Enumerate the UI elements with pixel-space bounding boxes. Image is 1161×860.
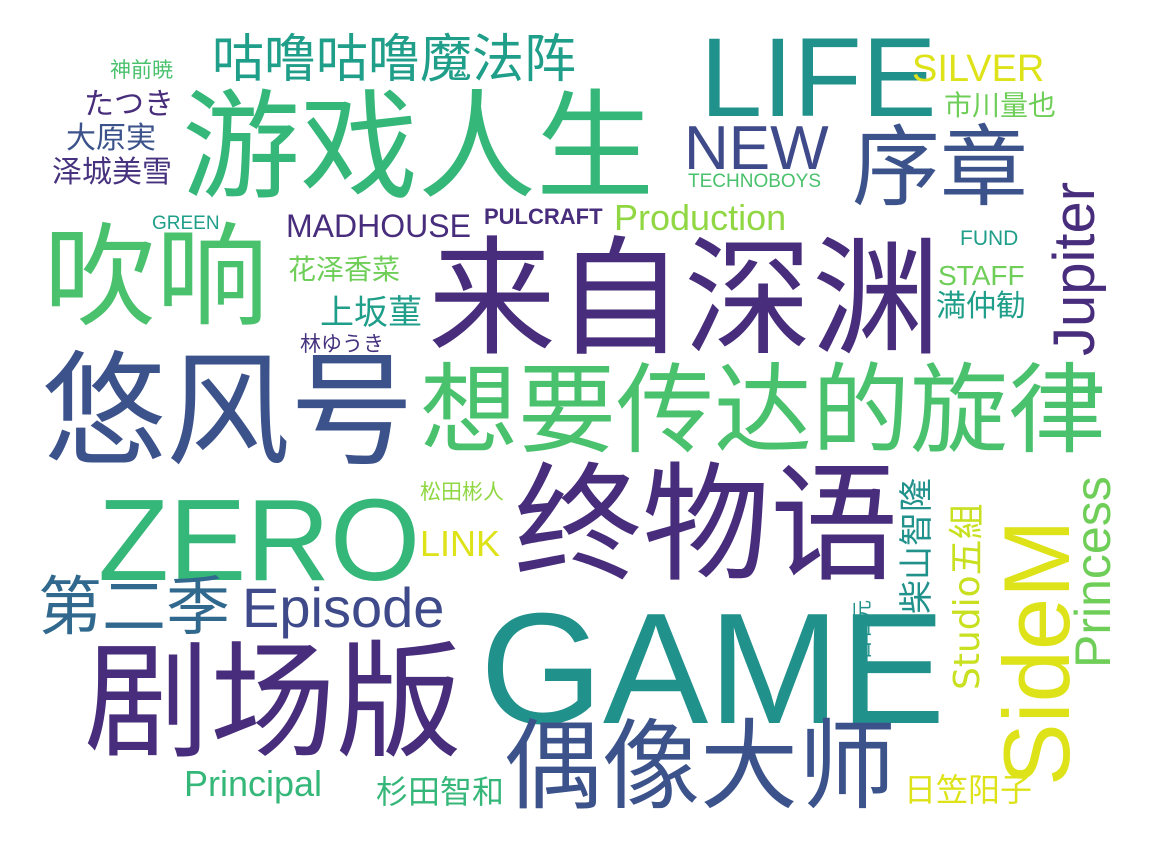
word-game: GAME	[480, 581, 946, 757]
word-zero: ZERO	[98, 475, 421, 605]
word-principal: Principal	[184, 763, 323, 804]
word-gulu: 咕噜咕噜魔法阵	[212, 30, 577, 90]
word-hikasa: 日笠阳子	[904, 771, 1033, 809]
word-oharaminoru: 大原実	[66, 121, 156, 156]
word-juchangban: 剧场版	[84, 629, 462, 776]
word-uesaka: 上坂菫	[320, 293, 422, 333]
word-kamimae: 神前暁	[110, 58, 173, 82]
word-new: NEW	[684, 114, 829, 183]
word-hanazawa: 花泽香菜	[288, 253, 401, 286]
word-technoboys: TECHNOBOYS	[688, 171, 822, 192]
word-link: LINK	[420, 523, 501, 564]
word-xiangyao: 想要传达的旋律	[420, 354, 1107, 468]
word-shibayama: 柴山智隆	[897, 478, 937, 614]
word-production: Production	[614, 197, 787, 238]
word-studio-gokumi: Studio五組	[947, 503, 988, 690]
word-youfenghao: 悠风号	[42, 340, 415, 484]
word-madhouse: MADHOUSE	[286, 208, 471, 244]
word-ichikawa: 市川量也	[944, 89, 1057, 122]
word-youxirensheng: 游戏人生	[182, 78, 655, 216]
word-ouxiangdashi: 偶像大师	[504, 710, 897, 824]
word-fund: FUND	[960, 227, 1019, 250]
word-silver: SILVER	[912, 48, 1045, 90]
word-sawashiro: 泽城美雪	[52, 155, 172, 190]
word-staff: STAFF	[938, 260, 1025, 291]
word-mitsunaka: 満仲勧	[936, 289, 1026, 324]
word-xuzhang: 序章	[852, 116, 1029, 219]
word-laizishenyuan: 来自深渊	[428, 225, 941, 374]
word-hayashi: 林ゆうき	[300, 332, 384, 356]
word-diersji: 第二季	[38, 571, 230, 645]
word-hyakuishi: 百石元	[850, 600, 874, 660]
word-chuixiang: 吹响	[44, 213, 268, 343]
word-matsuda: 松田彬人	[420, 480, 504, 504]
word-episode: Episode	[242, 576, 445, 639]
word-tatsuki: たつき	[84, 87, 174, 122]
word-jupiter: Jupiter	[1042, 181, 1107, 356]
word-princess: Princess	[1065, 476, 1121, 668]
word-zhongwuyu: 终物语	[514, 451, 899, 600]
word-green: GREEN	[152, 213, 220, 234]
word-life: LIFE	[700, 15, 937, 140]
word-sugita: 杉田智和	[376, 773, 505, 811]
word-pulcraft: PULCRAFT	[484, 204, 603, 229]
